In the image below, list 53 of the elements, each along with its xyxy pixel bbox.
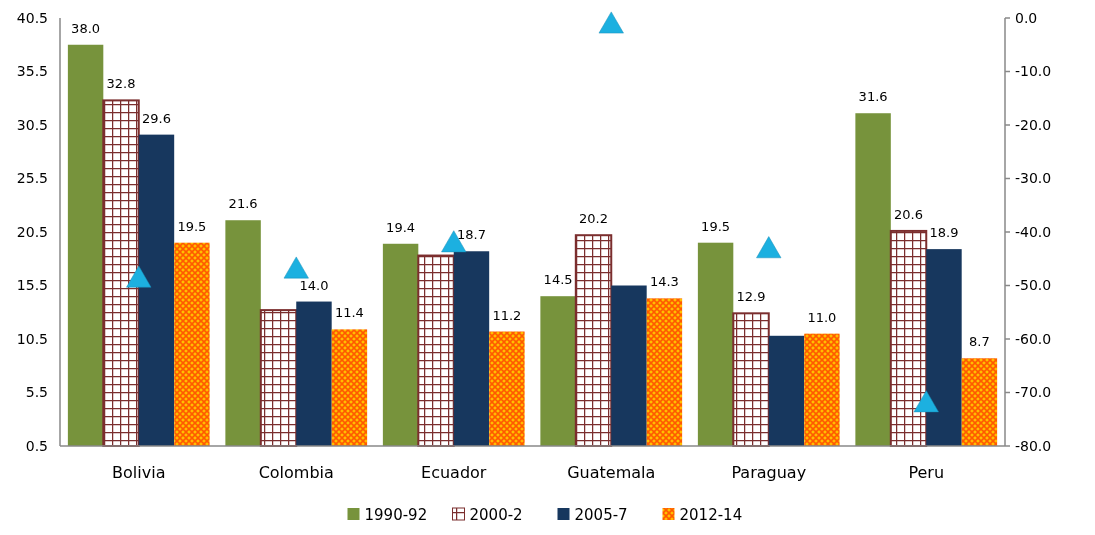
point — [598, 11, 624, 34]
data-label: 8.7 — [969, 334, 990, 350]
point — [126, 265, 152, 288]
data-label: 18.7 — [456, 227, 486, 243]
legend-label: 2012-14 — [679, 506, 743, 524]
point — [756, 236, 782, 259]
y2-tick-label: -80.0 — [1015, 437, 1052, 454]
data-label: 11.0 — [807, 309, 837, 325]
y2-tick-label: -20.0 — [1015, 116, 1052, 133]
x-tick-label: Ecuador — [421, 463, 487, 482]
data-label: 12.9 — [736, 289, 766, 305]
data-label: 32.8 — [106, 76, 136, 92]
x-tick-label: Bolivia — [112, 463, 166, 482]
data-label: 20.6 — [894, 206, 924, 222]
data-label: 14.0 — [299, 277, 329, 293]
point — [283, 256, 309, 279]
data-label: 38.0 — [71, 20, 101, 36]
y2-tick-label: -70.0 — [1015, 384, 1052, 401]
x-tick-label: Colombia — [258, 463, 334, 482]
legend-label: 1990-92 — [364, 506, 428, 524]
y2-tick-label: 0.0 — [1015, 9, 1038, 26]
data-label: 31.6 — [858, 89, 888, 105]
y-tick-label: 30.5 — [16, 116, 48, 133]
y2-tick-label: -30.0 — [1015, 170, 1052, 187]
data-label: 29.6 — [141, 110, 171, 126]
data-label: 19.4 — [386, 219, 416, 235]
y2-tick-label: -40.0 — [1015, 223, 1052, 240]
y-tick-label: 25.5 — [16, 170, 48, 187]
data-label: 18.9 — [929, 225, 959, 241]
y-tick-label: 10.5 — [16, 330, 48, 347]
x-tick-label: Peru — [908, 463, 945, 482]
data-label: 14.3 — [649, 274, 679, 290]
y-tick-label: 5.5 — [25, 384, 48, 401]
y-tick-label: 15.5 — [16, 277, 48, 294]
y2-tick-label: -10.0 — [1015, 63, 1052, 80]
y-tick-label: 20.5 — [16, 223, 48, 240]
y-tick-label: 35.5 — [16, 63, 48, 80]
data-label: 21.6 — [228, 196, 258, 212]
point — [913, 390, 939, 413]
y2-tick-label: -50.0 — [1015, 277, 1052, 294]
legend-label: 2000-2 — [469, 506, 523, 524]
data-label: 19.5 — [701, 218, 731, 234]
data-label: 14.5 — [543, 272, 573, 288]
y-tick-label: 40.5 — [16, 9, 48, 26]
y-tick-label: 0.5 — [25, 437, 48, 454]
x-tick-label: Paraguay — [731, 463, 807, 482]
x-tick-label: Guatemala — [567, 463, 656, 482]
data-label: 19.5 — [177, 218, 207, 234]
data-label: 20.2 — [579, 211, 609, 227]
data-label: 11.4 — [334, 305, 364, 321]
data-label: 11.2 — [492, 307, 522, 323]
y2-tick-label: -60.0 — [1015, 330, 1052, 347]
legend-label: 2005-7 — [574, 506, 628, 524]
